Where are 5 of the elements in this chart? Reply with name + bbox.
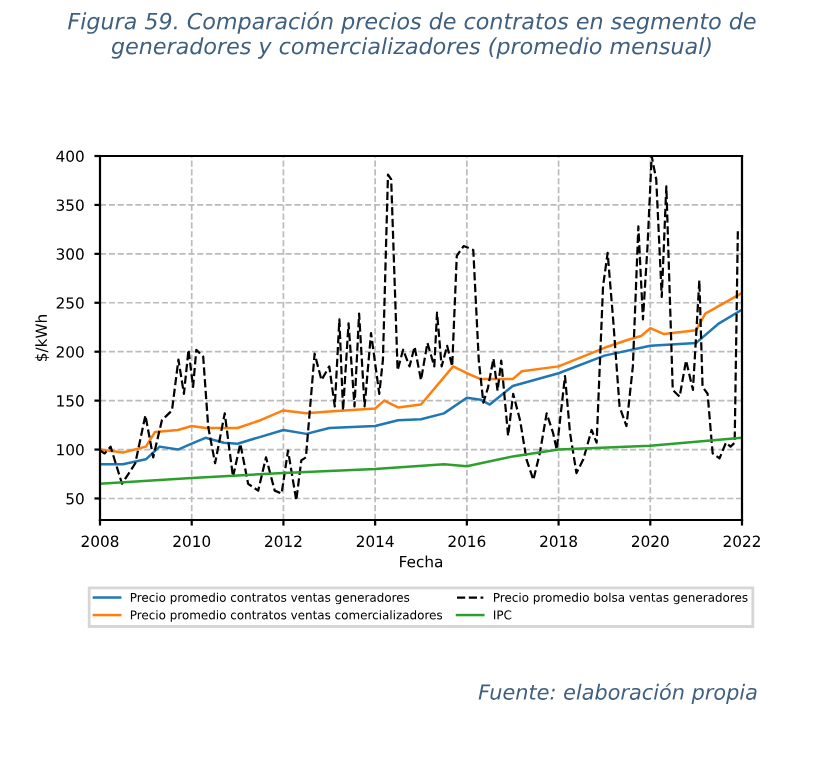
chart-title: Figura 59. Comparación precios de contratos en segmento de generadores y comercializadores (promedio mensual): [68, 11, 756, 59]
line-series: [100, 291, 742, 454]
line-series: [100, 436, 742, 486]
line-series: [100, 308, 742, 466]
source-note: Fuente: elaboración propia: [478, 682, 757, 704]
